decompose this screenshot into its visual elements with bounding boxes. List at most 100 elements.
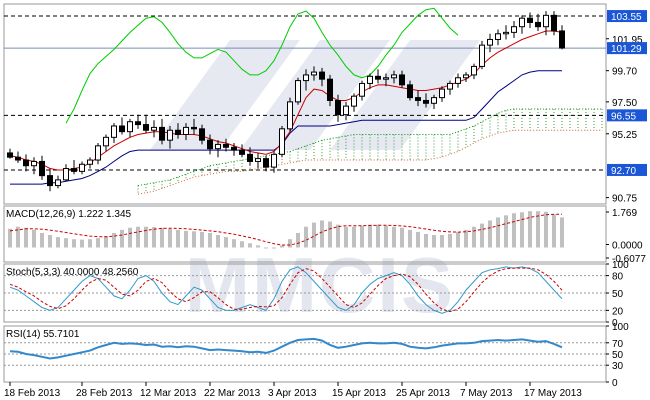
macd-bar	[24, 227, 28, 248]
rsi-label: RSI(14) 55.7101	[6, 329, 80, 340]
macd-bar	[408, 229, 412, 248]
macd-bar	[8, 228, 12, 248]
macd-bar	[80, 239, 84, 248]
candle-body	[511, 26, 517, 33]
y-tick-label: 50	[612, 289, 624, 300]
candle-body	[295, 80, 301, 103]
candle-body	[71, 168, 77, 172]
macd-bar	[216, 235, 220, 248]
candle-body	[199, 128, 205, 141]
macd-bar	[128, 227, 132, 248]
macd-bar	[136, 226, 140, 248]
span-b-line	[137, 129, 602, 195]
candle-body	[79, 163, 85, 172]
kijun-line	[10, 70, 562, 185]
y-tick-label: 20	[612, 306, 624, 317]
macd-bar	[320, 220, 324, 248]
macd-bar	[40, 232, 44, 248]
macd-panel: MACD(12,26,9) 1.222 1.345 1.769 0.0000 -0.6…	[3, 205, 646, 265]
level-badge	[607, 10, 647, 23]
macd-bar	[296, 232, 300, 248]
rsi-line	[9, 337, 563, 360]
macd-bar	[440, 235, 444, 248]
candle-body	[7, 152, 13, 158]
y-tick-label: 1.769	[612, 208, 637, 219]
candle-body	[303, 74, 309, 82]
candle-body	[455, 77, 461, 84]
level-badge-label: 96.55	[611, 111, 636, 122]
candle-body	[191, 126, 197, 130]
macd-bar	[344, 226, 348, 248]
x-tick-label: 12 Mar 2013	[140, 388, 197, 399]
level-badge-label: 101.29	[611, 44, 642, 55]
candle-body	[255, 158, 261, 162]
macd-bar	[336, 224, 340, 248]
macd-bar	[64, 238, 68, 248]
macd-bar	[544, 211, 548, 248]
macd-bar	[176, 229, 180, 248]
macd-bar	[264, 247, 268, 249]
macd-bar	[256, 245, 260, 248]
candle-body	[415, 97, 421, 101]
y-tick-label: 50	[612, 350, 624, 361]
candle-body	[327, 78, 333, 101]
macd-bar	[280, 245, 284, 248]
macd-bar	[56, 237, 60, 248]
macd-bar	[112, 232, 116, 248]
chikou-line	[65, 7, 459, 124]
candle-body	[375, 75, 381, 80]
macd-bar	[208, 232, 212, 248]
candle-body	[287, 101, 293, 130]
stoch-d-line	[9, 267, 563, 313]
macd-label: MACD(12,26,9) 1.222 1.345	[6, 209, 132, 220]
macd-bar	[560, 217, 564, 248]
candle-body	[151, 126, 157, 131]
candle-body	[463, 74, 469, 79]
macd-bar	[352, 226, 356, 248]
macd-bar	[504, 215, 508, 248]
candle-body	[231, 146, 237, 151]
x-tick-label: 15 Apr 2013	[332, 388, 386, 399]
candle-body	[263, 158, 269, 168]
level-badge-label: 103.55	[611, 12, 642, 23]
y-tick-label: 101.95	[612, 35, 643, 46]
macd-bar	[120, 229, 124, 248]
macd-bar	[480, 223, 484, 248]
x-tick-label: 18 Feb 2013	[4, 388, 61, 399]
candle-body	[23, 159, 29, 167]
macd-bar	[200, 231, 204, 248]
macd-bar	[232, 239, 236, 248]
macd-bar	[240, 241, 244, 248]
x-tick-label: 3 Apr 2013	[268, 388, 317, 399]
y-tick-label: 80	[612, 272, 624, 283]
macd-bar	[184, 230, 188, 248]
macd-bar	[464, 229, 468, 248]
x-tick-label: 17 May 2013	[524, 388, 582, 399]
macd-bar	[248, 243, 252, 248]
candle-body	[111, 125, 117, 138]
candle-body	[223, 143, 229, 148]
candle-body	[135, 121, 141, 126]
macd-bar	[552, 214, 556, 248]
macd-bar	[104, 236, 108, 248]
level-badge	[607, 163, 647, 176]
price-panel: 101.95 99.70 97.50 95.25 90.75 103.55 101.29 96…	[3, 3, 647, 205]
level-badge	[607, 109, 647, 122]
macd-bar	[472, 226, 476, 248]
macd-bar	[48, 235, 52, 248]
candle-body	[399, 74, 405, 86]
stoch-k-line	[9, 266, 563, 314]
macd-bar	[32, 229, 36, 248]
macd-signal-line	[9, 213, 562, 246]
candle-body	[47, 175, 53, 187]
candle-body	[143, 124, 149, 131]
x-axis: 18 Feb 2013 28 Feb 2013 12 Mar 2013 22 Mar …	[4, 382, 582, 399]
candle-body	[391, 74, 397, 79]
candle-body	[471, 65, 477, 76]
macd-bar	[496, 217, 500, 248]
macd-bar	[512, 213, 516, 248]
candle-body	[487, 38, 493, 46]
y-tick-label: 100	[612, 322, 629, 333]
candle-body	[351, 95, 357, 107]
